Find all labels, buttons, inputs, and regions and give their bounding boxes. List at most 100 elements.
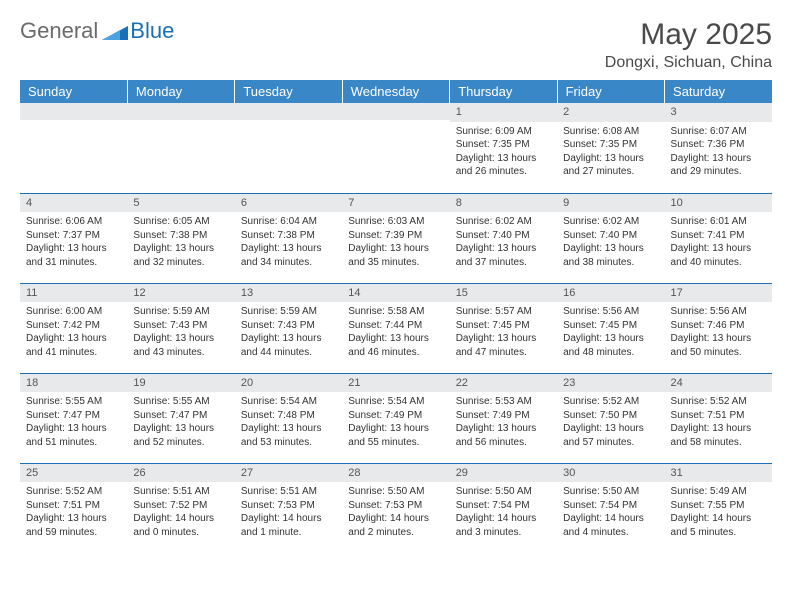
day-content: Sunrise: 5:49 AMSunset: 7:55 PMDaylight:… bbox=[665, 482, 772, 543]
day-content: Sunrise: 6:02 AMSunset: 7:40 PMDaylight:… bbox=[557, 212, 664, 273]
day-cell: 28Sunrise: 5:50 AMSunset: 7:53 PMDayligh… bbox=[342, 463, 449, 553]
sunset-line: Sunset: 7:49 PM bbox=[456, 409, 551, 423]
day-content: Sunrise: 6:08 AMSunset: 7:35 PMDaylight:… bbox=[557, 122, 664, 183]
day-cell: 8Sunrise: 6:02 AMSunset: 7:40 PMDaylight… bbox=[450, 193, 557, 283]
day-cell: 18Sunrise: 5:55 AMSunset: 7:47 PMDayligh… bbox=[20, 373, 127, 463]
calendar-table: SundayMondayTuesdayWednesdayThursdayFrid… bbox=[20, 80, 772, 553]
logo: General Blue bbox=[20, 18, 174, 44]
day-content: Sunrise: 5:56 AMSunset: 7:46 PMDaylight:… bbox=[665, 302, 772, 363]
day-content: Sunrise: 5:54 AMSunset: 7:48 PMDaylight:… bbox=[235, 392, 342, 453]
sunset-line: Sunset: 7:51 PM bbox=[671, 409, 766, 423]
day-number: 29 bbox=[450, 464, 557, 483]
day-number: 6 bbox=[235, 194, 342, 213]
daylight-line: Daylight: 14 hours and 0 minutes. bbox=[133, 512, 228, 539]
day-number: 24 bbox=[665, 374, 772, 393]
sunset-line: Sunset: 7:36 PM bbox=[671, 138, 766, 152]
sunset-line: Sunset: 7:54 PM bbox=[563, 499, 658, 513]
page-header: General Blue May 2025 Dongxi, Sichuan, C… bbox=[20, 18, 772, 72]
daylight-line: Daylight: 13 hours and 32 minutes. bbox=[133, 242, 228, 269]
sunset-line: Sunset: 7:55 PM bbox=[671, 499, 766, 513]
logo-text-blue: Blue bbox=[130, 18, 174, 44]
daylight-line: Daylight: 14 hours and 5 minutes. bbox=[671, 512, 766, 539]
sunset-line: Sunset: 7:38 PM bbox=[133, 229, 228, 243]
daylight-line: Daylight: 13 hours and 50 minutes. bbox=[671, 332, 766, 359]
day-cell: 30Sunrise: 5:50 AMSunset: 7:54 PMDayligh… bbox=[557, 463, 664, 553]
day-cell: 23Sunrise: 5:52 AMSunset: 7:50 PMDayligh… bbox=[557, 373, 664, 463]
day-cell: 24Sunrise: 5:52 AMSunset: 7:51 PMDayligh… bbox=[665, 373, 772, 463]
daylight-line: Daylight: 13 hours and 47 minutes. bbox=[456, 332, 551, 359]
day-number: 5 bbox=[127, 194, 234, 213]
daylight-line: Daylight: 13 hours and 55 minutes. bbox=[348, 422, 443, 449]
day-cell bbox=[342, 103, 449, 193]
day-cell bbox=[20, 103, 127, 193]
sunset-line: Sunset: 7:44 PM bbox=[348, 319, 443, 333]
sunrise-line: Sunrise: 6:04 AM bbox=[241, 215, 336, 229]
day-cell bbox=[127, 103, 234, 193]
day-cell: 11Sunrise: 6:00 AMSunset: 7:42 PMDayligh… bbox=[20, 283, 127, 373]
sunrise-line: Sunrise: 5:54 AM bbox=[348, 395, 443, 409]
calendar-body: 1Sunrise: 6:09 AMSunset: 7:35 PMDaylight… bbox=[20, 103, 772, 553]
sunset-line: Sunset: 7:35 PM bbox=[456, 138, 551, 152]
sunset-line: Sunset: 7:50 PM bbox=[563, 409, 658, 423]
day-number: 31 bbox=[665, 464, 772, 483]
day-content: Sunrise: 6:09 AMSunset: 7:35 PMDaylight:… bbox=[450, 122, 557, 183]
day-content: Sunrise: 5:59 AMSunset: 7:43 PMDaylight:… bbox=[127, 302, 234, 363]
sunrise-line: Sunrise: 6:05 AM bbox=[133, 215, 228, 229]
daylight-line: Daylight: 14 hours and 3 minutes. bbox=[456, 512, 551, 539]
week-row: 25Sunrise: 5:52 AMSunset: 7:51 PMDayligh… bbox=[20, 463, 772, 553]
month-title: May 2025 bbox=[605, 18, 772, 52]
daylight-line: Daylight: 13 hours and 43 minutes. bbox=[133, 332, 228, 359]
sunset-line: Sunset: 7:41 PM bbox=[671, 229, 766, 243]
sunrise-line: Sunrise: 6:08 AM bbox=[563, 125, 658, 139]
sunrise-line: Sunrise: 6:00 AM bbox=[26, 305, 121, 319]
day-content: Sunrise: 5:52 AMSunset: 7:51 PMDaylight:… bbox=[20, 482, 127, 543]
week-row: 18Sunrise: 5:55 AMSunset: 7:47 PMDayligh… bbox=[20, 373, 772, 463]
day-cell: 6Sunrise: 6:04 AMSunset: 7:38 PMDaylight… bbox=[235, 193, 342, 283]
day-number: 13 bbox=[235, 284, 342, 303]
sunset-line: Sunset: 7:40 PM bbox=[563, 229, 658, 243]
day-number: 21 bbox=[342, 374, 449, 393]
sunset-line: Sunset: 7:51 PM bbox=[26, 499, 121, 513]
day-number: 19 bbox=[127, 374, 234, 393]
daylight-line: Daylight: 13 hours and 40 minutes. bbox=[671, 242, 766, 269]
sunrise-line: Sunrise: 6:03 AM bbox=[348, 215, 443, 229]
day-content: Sunrise: 6:01 AMSunset: 7:41 PMDaylight:… bbox=[665, 212, 772, 273]
day-number: 26 bbox=[127, 464, 234, 483]
sunset-line: Sunset: 7:37 PM bbox=[26, 229, 121, 243]
day-number: 1 bbox=[450, 103, 557, 122]
day-cell: 16Sunrise: 5:56 AMSunset: 7:45 PMDayligh… bbox=[557, 283, 664, 373]
day-header: Sunday bbox=[20, 80, 127, 103]
sunset-line: Sunset: 7:49 PM bbox=[348, 409, 443, 423]
sunset-line: Sunset: 7:38 PM bbox=[241, 229, 336, 243]
day-content: Sunrise: 6:07 AMSunset: 7:36 PMDaylight:… bbox=[665, 122, 772, 183]
sunset-line: Sunset: 7:48 PM bbox=[241, 409, 336, 423]
daylight-line: Daylight: 13 hours and 41 minutes. bbox=[26, 332, 121, 359]
daylight-line: Daylight: 13 hours and 38 minutes. bbox=[563, 242, 658, 269]
sunrise-line: Sunrise: 5:52 AM bbox=[563, 395, 658, 409]
day-content: Sunrise: 5:56 AMSunset: 7:45 PMDaylight:… bbox=[557, 302, 664, 363]
sunset-line: Sunset: 7:43 PM bbox=[241, 319, 336, 333]
day-cell: 9Sunrise: 6:02 AMSunset: 7:40 PMDaylight… bbox=[557, 193, 664, 283]
day-header: Thursday bbox=[450, 80, 557, 103]
day-number: 22 bbox=[450, 374, 557, 393]
day-number: 2 bbox=[557, 103, 664, 122]
day-number: 11 bbox=[20, 284, 127, 303]
day-cell: 14Sunrise: 5:58 AMSunset: 7:44 PMDayligh… bbox=[342, 283, 449, 373]
day-number: 23 bbox=[557, 374, 664, 393]
sunset-line: Sunset: 7:45 PM bbox=[456, 319, 551, 333]
sunset-line: Sunset: 7:54 PM bbox=[456, 499, 551, 513]
sunrise-line: Sunrise: 6:06 AM bbox=[26, 215, 121, 229]
day-header: Friday bbox=[557, 80, 664, 103]
day-content: Sunrise: 6:05 AMSunset: 7:38 PMDaylight:… bbox=[127, 212, 234, 273]
sunrise-line: Sunrise: 5:57 AM bbox=[456, 305, 551, 319]
day-number: 9 bbox=[557, 194, 664, 213]
location: Dongxi, Sichuan, China bbox=[605, 54, 772, 72]
sunrise-line: Sunrise: 6:09 AM bbox=[456, 125, 551, 139]
daylight-line: Daylight: 13 hours and 37 minutes. bbox=[456, 242, 551, 269]
day-number: 18 bbox=[20, 374, 127, 393]
daylight-line: Daylight: 13 hours and 27 minutes. bbox=[563, 152, 658, 179]
day-cell: 10Sunrise: 6:01 AMSunset: 7:41 PMDayligh… bbox=[665, 193, 772, 283]
daylight-line: Daylight: 13 hours and 29 minutes. bbox=[671, 152, 766, 179]
day-cell: 27Sunrise: 5:51 AMSunset: 7:53 PMDayligh… bbox=[235, 463, 342, 553]
day-content: Sunrise: 5:50 AMSunset: 7:54 PMDaylight:… bbox=[450, 482, 557, 543]
